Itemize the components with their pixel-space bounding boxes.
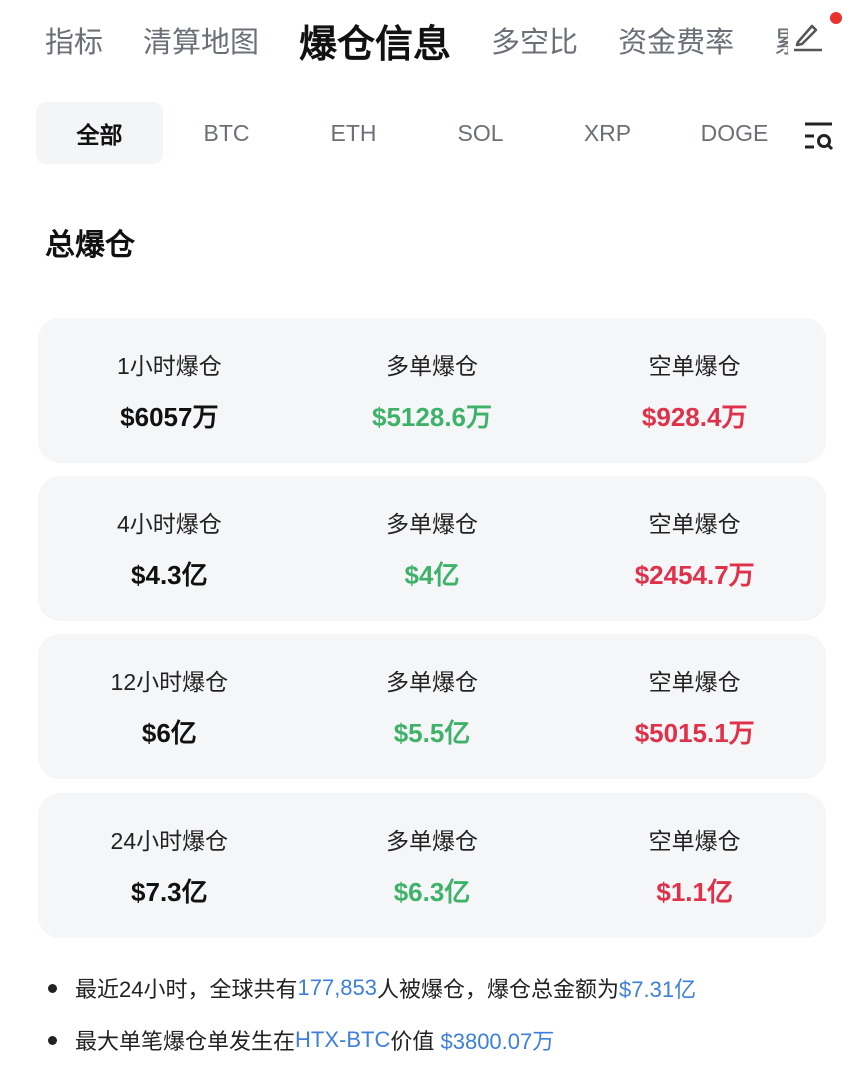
short-value: $5015.1万 xyxy=(634,718,755,748)
long-label: 多单爆仓 xyxy=(386,828,478,854)
total-value: $6亿 xyxy=(141,718,197,748)
long-column: 多单爆仓 $6.3亿 xyxy=(301,793,564,938)
long-value: $6.3亿 xyxy=(393,877,471,907)
short-column: 空单爆仓 $5015.1万 xyxy=(563,634,826,779)
bullet xyxy=(48,1035,57,1045)
total-column: 12小时爆仓 $6亿 xyxy=(38,634,301,779)
notification-dot xyxy=(830,12,842,24)
summary-notes: 最近24小时，全球共有 177,853 人被爆仓，爆仓总金额为 $7.31亿 最大单笔… xyxy=(48,972,696,1076)
coin-tab-doge[interactable]: DOGE xyxy=(700,119,769,146)
short-column: 空单爆仓 $2454.7万 xyxy=(563,476,826,621)
filter-search-icon[interactable] xyxy=(802,120,836,152)
long-label: 多单爆仓 xyxy=(386,511,478,537)
short-label: 空单爆仓 xyxy=(648,828,741,854)
period-label: 1小时爆仓 xyxy=(116,353,222,379)
short-value: $1.1亿 xyxy=(656,877,733,907)
pencil-icon[interactable] xyxy=(788,14,828,54)
total-column: 24小时爆仓 $7.3亿 xyxy=(38,793,301,938)
note-largest: 最大单笔爆仓单发生在 HTX-BTC 价值 $3800.07万 xyxy=(48,1024,696,1056)
coin-tab-xrp[interactable]: XRP xyxy=(583,119,632,146)
long-label: 多单爆仓 xyxy=(386,353,478,379)
coin-tab-sol[interactable]: SOL xyxy=(457,119,504,146)
tab-funding-rate[interactable]: 资金费率 xyxy=(618,27,735,59)
long-label: 多单爆仓 xyxy=(386,669,478,695)
period-label: 24小时爆仓 xyxy=(110,828,229,854)
total-value: $4.3亿 xyxy=(131,560,208,590)
long-column: 多单爆仓 $5128.6万 xyxy=(301,318,564,463)
short-label: 空单爆仓 xyxy=(648,511,741,537)
liquidated-count: 177,853 xyxy=(297,975,378,1000)
coin-tab-all[interactable]: 全部 xyxy=(36,102,163,164)
liquidation-card: 12小时爆仓 $6亿 多单爆仓 $5.5亿 空单爆仓 $5015.1万 xyxy=(38,634,826,779)
short-column: 空单爆仓 $928.4万 xyxy=(563,318,826,463)
period-label: 12小时爆仓 xyxy=(110,669,229,695)
bullet xyxy=(48,983,57,993)
section-title: 总爆仓 xyxy=(45,229,135,262)
total-value: $6057万 xyxy=(120,402,219,432)
total-column: 1小时爆仓 $6057万 xyxy=(38,318,301,463)
note-total: 最近24小时，全球共有 177,853 人被爆仓，爆仓总金额为 $7.31亿 xyxy=(48,972,696,1004)
coin-tab-btc[interactable]: BTC xyxy=(203,119,250,146)
total-amount: $7.31亿 xyxy=(619,977,697,1002)
tab-liquidation-map[interactable]: 清算地图 xyxy=(143,27,260,59)
largest-amount: $3800.07万 xyxy=(440,1029,555,1054)
short-label: 空单爆仓 xyxy=(648,669,741,695)
tab-long-short-ratio[interactable]: 多空比 xyxy=(491,27,579,59)
liquidation-card: 1小时爆仓 $6057万 多单爆仓 $5128.6万 空单爆仓 $928.4万 xyxy=(38,318,826,463)
liquidation-card: 4小时爆仓 $4.3亿 多单爆仓 $4亿 空单爆仓 $2454.7万 xyxy=(38,476,826,621)
coin-tab-eth[interactable]: ETH xyxy=(330,119,377,146)
short-label: 空单爆仓 xyxy=(648,353,741,379)
top-tabs: 指标 清算地图 爆仓信息 多空比 资金费率 累 xyxy=(0,0,864,80)
short-value: $928.4万 xyxy=(641,402,748,432)
short-column: 空单爆仓 $1.1亿 xyxy=(563,793,826,938)
total-column: 4小时爆仓 $4.3亿 xyxy=(38,476,301,621)
liquidation-card: 24小时爆仓 $7.3亿 多单爆仓 $6.3亿 空单爆仓 $1.1亿 xyxy=(38,793,826,938)
tab-liquidation-info[interactable]: 爆仓信息 xyxy=(299,23,452,66)
long-column: 多单爆仓 $5.5亿 xyxy=(301,634,564,779)
long-value: $4亿 xyxy=(404,560,460,590)
long-column: 多单爆仓 $4亿 xyxy=(301,476,564,621)
long-value: $5128.6万 xyxy=(372,402,492,432)
short-value: $2454.7万 xyxy=(634,560,755,590)
total-value: $7.3亿 xyxy=(131,877,208,907)
tab-indicators[interactable]: 指标 xyxy=(45,27,104,59)
period-label: 4小时爆仓 xyxy=(116,511,222,537)
coin-tabs: 全部 BTC ETH SOL XRP DOGE xyxy=(36,102,864,164)
exchange-link[interactable]: HTX-BTC xyxy=(295,1027,391,1052)
long-value: $5.5亿 xyxy=(393,718,471,748)
